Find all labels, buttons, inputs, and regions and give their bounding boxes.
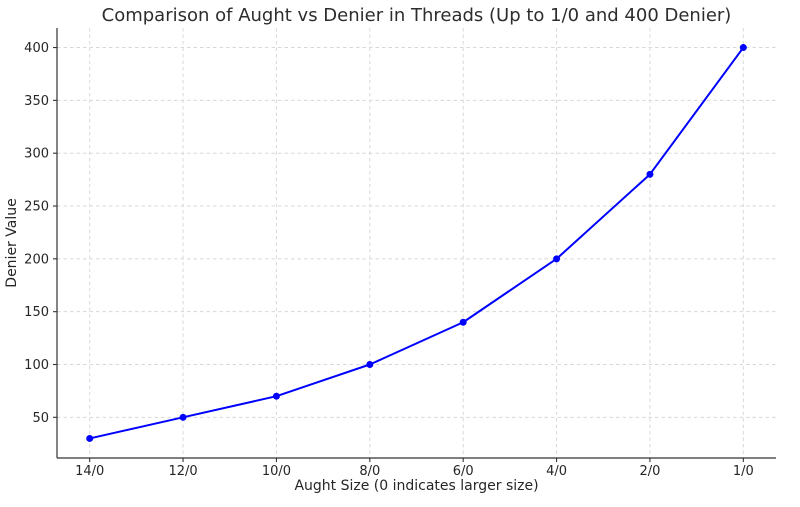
data-point bbox=[179, 413, 187, 421]
chart-title: Comparison of Aught vs Denier in Threads… bbox=[101, 5, 732, 26]
x-tick-label: 1/0 bbox=[733, 464, 754, 479]
y-tick-label: 50 bbox=[32, 411, 49, 426]
x-tick-label: 12/0 bbox=[168, 464, 197, 479]
x-axis-label: Aught Size (0 indicates larger size) bbox=[294, 478, 539, 494]
data-point bbox=[366, 360, 374, 368]
data-point bbox=[739, 44, 747, 52]
y-tick-label: 300 bbox=[24, 147, 49, 162]
data-line bbox=[88, 46, 745, 440]
y-tick-label: 400 bbox=[24, 41, 49, 56]
x-tick-label: 14/0 bbox=[75, 464, 104, 479]
x-tick-label: 10/0 bbox=[262, 464, 291, 479]
x-tick-label: 2/0 bbox=[639, 464, 660, 479]
x-tick-label: 4/0 bbox=[546, 464, 567, 479]
data-point bbox=[86, 434, 94, 442]
data-point bbox=[553, 255, 561, 263]
x-tick-label: 8/0 bbox=[359, 464, 380, 479]
data-point bbox=[646, 170, 654, 178]
y-tick-label: 150 bbox=[24, 305, 49, 320]
y-tick-label: 350 bbox=[24, 94, 49, 109]
x-tick-label: 6/0 bbox=[453, 464, 474, 479]
y-tick-label: 250 bbox=[24, 200, 49, 215]
data-point bbox=[459, 318, 467, 326]
y-tick-label: 100 bbox=[24, 358, 49, 373]
data-point bbox=[272, 392, 280, 400]
y-tick-label: 200 bbox=[24, 252, 49, 267]
